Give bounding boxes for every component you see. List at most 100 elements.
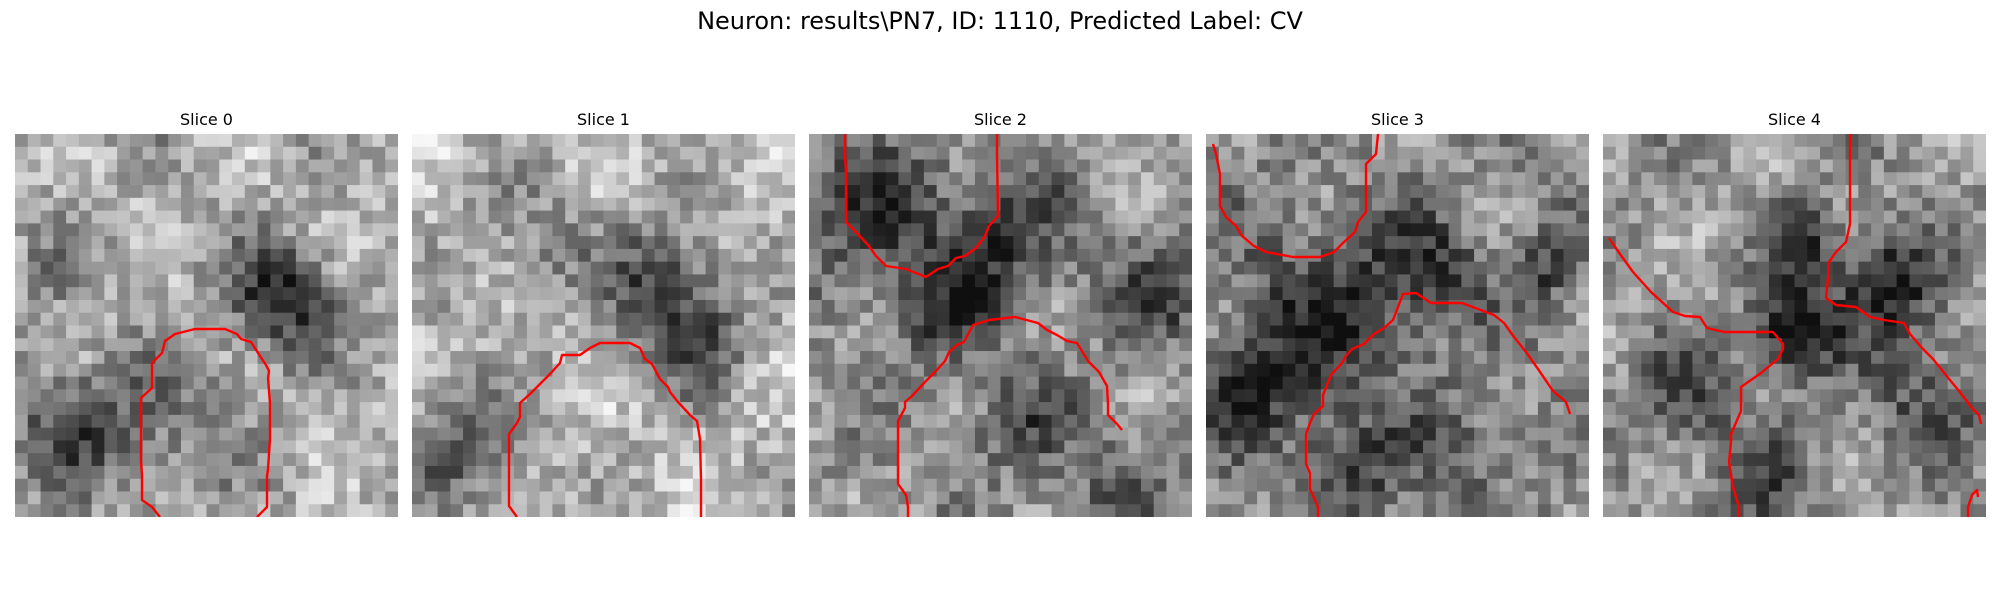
image-pixel bbox=[1218, 465, 1233, 480]
image-pixel bbox=[936, 376, 951, 390]
image-pixel bbox=[488, 491, 502, 505]
image-pixel bbox=[155, 274, 169, 288]
image-pixel bbox=[898, 159, 912, 173]
image-pixel bbox=[1615, 351, 1630, 365]
image-pixel bbox=[526, 287, 541, 301]
image-pixel bbox=[1166, 351, 1180, 365]
image-pixel bbox=[1615, 491, 1630, 505]
image-pixel bbox=[769, 414, 783, 429]
image-pixel bbox=[590, 197, 605, 212]
image-pixel bbox=[15, 389, 29, 403]
image-pixel bbox=[872, 159, 887, 173]
image-pixel bbox=[385, 414, 398, 429]
image-pixel bbox=[1807, 287, 1821, 301]
image-pixel bbox=[168, 274, 182, 288]
image-pixel bbox=[104, 440, 118, 454]
image-pixel bbox=[270, 351, 284, 365]
image-pixel bbox=[475, 504, 490, 517]
image-pixel bbox=[27, 465, 42, 480]
image-pixel bbox=[193, 287, 208, 301]
image-pixel bbox=[756, 440, 771, 454]
image-pixel bbox=[1960, 172, 1974, 186]
image-pixel bbox=[463, 185, 477, 199]
image-pixel bbox=[629, 159, 643, 173]
image-pixel bbox=[782, 312, 795, 327]
image-pixel bbox=[27, 236, 42, 250]
image-pixel bbox=[270, 197, 284, 212]
image-pixel bbox=[488, 504, 502, 517]
image-pixel bbox=[514, 338, 528, 352]
image-pixel bbox=[1820, 351, 1834, 365]
image-pixel bbox=[1359, 440, 1373, 454]
image-pixel bbox=[654, 338, 668, 352]
image-pixel bbox=[1051, 504, 1065, 517]
image-pixel bbox=[1474, 210, 1488, 224]
image-pixel bbox=[219, 312, 233, 327]
image-pixel bbox=[1909, 134, 1923, 148]
image-pixel bbox=[1512, 159, 1526, 173]
image-pixel bbox=[1756, 389, 1770, 403]
image-pixel bbox=[1756, 402, 1770, 416]
image-pixel bbox=[180, 210, 195, 224]
image-pixel bbox=[142, 159, 157, 173]
image-pixel bbox=[1705, 376, 1719, 390]
image-pixel bbox=[104, 363, 118, 378]
image-pixel bbox=[1832, 261, 1847, 276]
image-pixel bbox=[1448, 363, 1462, 378]
image-pixel bbox=[359, 478, 374, 493]
image-pixel bbox=[1102, 389, 1116, 403]
image-pixel bbox=[1115, 172, 1129, 186]
image-pixel bbox=[1140, 261, 1155, 276]
image-pixel bbox=[923, 185, 938, 199]
image-pixel bbox=[1896, 363, 1910, 378]
image-pixel bbox=[346, 453, 361, 467]
image-pixel bbox=[1883, 440, 1898, 454]
image-pixel bbox=[1089, 248, 1104, 263]
image-pixel bbox=[680, 274, 694, 288]
image-pixel bbox=[514, 185, 528, 199]
image-pixel bbox=[514, 274, 528, 288]
image-pixel bbox=[1679, 172, 1693, 186]
image-pixel bbox=[514, 504, 528, 517]
image-pixel bbox=[1525, 210, 1539, 224]
image-pixel bbox=[1692, 389, 1706, 403]
image-pixel bbox=[872, 287, 887, 301]
image-pixel bbox=[1896, 389, 1910, 403]
image-pixel bbox=[1615, 376, 1630, 390]
image-pixel bbox=[437, 465, 451, 480]
image-pixel bbox=[1371, 427, 1386, 441]
image-pixel bbox=[66, 440, 80, 454]
image-pixel bbox=[53, 465, 67, 480]
image-pixel bbox=[1064, 351, 1078, 365]
image-pixel bbox=[552, 146, 566, 161]
image-pixel bbox=[1038, 453, 1053, 467]
image-pixel bbox=[860, 414, 874, 429]
image-pixel bbox=[1179, 261, 1192, 276]
image-pixel bbox=[53, 312, 67, 327]
image-pixel bbox=[488, 159, 502, 173]
image-pixel bbox=[654, 440, 668, 454]
image-pixel bbox=[180, 299, 195, 314]
image-pixel bbox=[308, 402, 322, 416]
image-pixel bbox=[1858, 159, 1872, 173]
image-pixel bbox=[1320, 134, 1335, 148]
image-pixel bbox=[193, 325, 208, 339]
image-pixel bbox=[526, 172, 541, 186]
image-pixel bbox=[962, 248, 976, 263]
image-pixel bbox=[629, 478, 643, 493]
image-pixel bbox=[1257, 312, 1271, 327]
image-pixel bbox=[705, 351, 719, 365]
image-pixel bbox=[1295, 197, 1309, 212]
image-pixel bbox=[1038, 197, 1053, 212]
image-pixel bbox=[1499, 274, 1513, 288]
image-pixel bbox=[66, 491, 80, 505]
image-pixel bbox=[450, 351, 464, 365]
image-pixel bbox=[1423, 351, 1437, 365]
image-pixel bbox=[1628, 146, 1642, 161]
image-pixel bbox=[1051, 172, 1065, 186]
image-pixel bbox=[257, 491, 271, 505]
image-pixel bbox=[1257, 504, 1271, 517]
image-pixel bbox=[1576, 414, 1589, 429]
image-pixel bbox=[769, 453, 783, 467]
image-pixel bbox=[40, 351, 54, 365]
